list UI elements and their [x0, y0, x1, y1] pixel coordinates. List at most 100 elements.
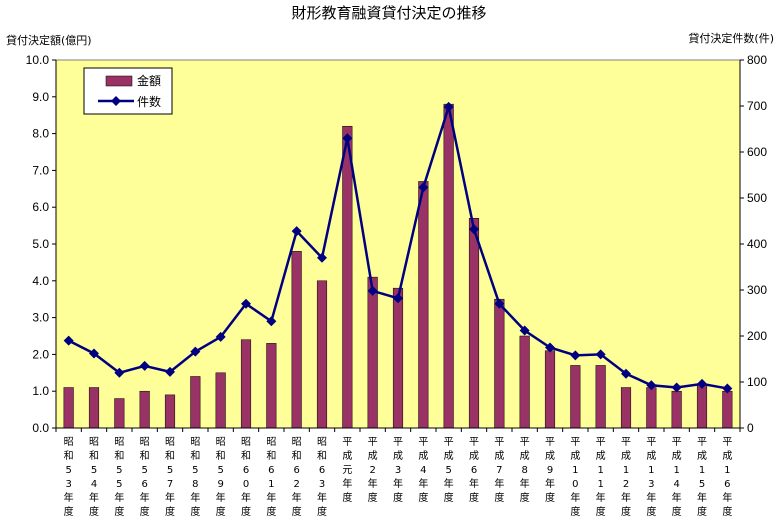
y-left-tick-label: 10.0 — [26, 53, 50, 67]
x-tick-label: 年 — [292, 491, 302, 504]
bar-amount — [671, 390, 682, 429]
x-tick-label: 年 — [444, 477, 454, 490]
bar-amount — [494, 298, 505, 429]
x-tick-label: 年 — [570, 491, 580, 504]
x-tick-label: 昭 — [140, 436, 150, 448]
x-tick-label: 度 — [418, 491, 428, 504]
x-tick-label: 成 — [368, 450, 378, 462]
bar-amount — [722, 390, 733, 429]
x-tick-label: 昭 — [89, 436, 99, 448]
x-tick-label: 度 — [545, 491, 555, 504]
bar-amount — [114, 398, 125, 429]
bar-amount — [342, 125, 353, 429]
y-left-tick-label: 6.0 — [32, 200, 49, 214]
x-tick-label: 成 — [469, 450, 479, 462]
bar-amount — [215, 372, 226, 429]
x-tick-label: 成 — [646, 450, 656, 462]
bar-amount — [418, 181, 429, 429]
y-left-tick-label: 8.0 — [32, 127, 49, 141]
x-tick-label: 度 — [89, 505, 99, 518]
legend-line-marker — [111, 96, 121, 106]
x-tick-label: 年 — [342, 477, 352, 490]
y-right-tick-label: 500 — [747, 191, 767, 205]
x-tick-label: 度 — [342, 491, 352, 504]
x-tick-label: 和 — [317, 450, 327, 462]
x-tick-label: 昭 — [317, 436, 327, 448]
y-axis-left-label: 貸付決定額(億円) — [6, 33, 92, 47]
x-tick-label: 平 — [444, 437, 454, 448]
x-tick-label: 0 — [572, 479, 578, 490]
x-tick-label: 昭 — [241, 436, 251, 448]
x-tick-label: 年 — [368, 477, 378, 490]
x-tick-label: 度 — [596, 505, 606, 518]
x-tick-label: 度 — [393, 491, 403, 504]
x-tick-label: 平 — [520, 437, 530, 448]
x-tick-label: 6 — [724, 479, 730, 490]
x-tick-label: 度 — [317, 505, 327, 518]
x-tick-label: 1 — [597, 479, 603, 490]
line-point — [63, 335, 74, 346]
x-tick-label: 平 — [368, 437, 378, 448]
y-left-tick-label: 5.0 — [32, 237, 49, 251]
line-point — [570, 350, 581, 361]
x-tick-label: 5 — [141, 465, 147, 476]
x-tick-label: 年 — [469, 477, 479, 490]
x-tick-label: 1 — [648, 465, 654, 476]
x-tick-label: 1 — [623, 465, 629, 476]
x-tick-label: 昭 — [114, 436, 124, 448]
x-tick-label: 9 — [217, 479, 223, 490]
bar-amount — [595, 365, 606, 429]
x-tick-label: 平 — [545, 437, 555, 448]
x-tick-label: 和 — [190, 450, 200, 462]
x-tick-label: 1 — [699, 465, 705, 476]
x-tick-label: 2 — [293, 479, 299, 490]
x-tick-label: 平 — [672, 437, 682, 448]
x-tick-label: 1 — [572, 465, 578, 476]
chart-title: 財形教育融資貸付決定の推移 — [291, 4, 486, 22]
x-tick-label: 和 — [140, 450, 150, 462]
x-tick-label: 9 — [547, 465, 553, 476]
x-tick-label: 成 — [596, 450, 606, 462]
x-tick-label: 5 — [116, 479, 122, 490]
x-tick-label: 5 — [217, 465, 223, 476]
x-tick-label: 3 — [65, 479, 71, 490]
y-right-tick-label: 600 — [747, 145, 767, 159]
x-tick-label: 成 — [672, 450, 682, 462]
x-tick-label: 年 — [621, 491, 631, 504]
bar-amount — [266, 343, 277, 429]
x-tick-label: 2 — [369, 465, 375, 476]
x-tick-label: 成 — [418, 450, 428, 462]
x-tick-label: 成 — [444, 450, 454, 462]
x-tick-label: 成 — [697, 450, 707, 462]
x-tick-label: 平 — [418, 437, 428, 448]
line-point — [545, 342, 555, 353]
bar-amount — [316, 280, 328, 429]
x-tick-label: 和 — [114, 450, 124, 462]
x-tick-label: 和 — [64, 450, 74, 462]
line-point — [697, 378, 707, 389]
x-tick-label: 年 — [64, 491, 74, 504]
x-tick-label: 4 — [91, 479, 97, 490]
x-tick-label: 年 — [393, 477, 403, 490]
x-tick-label: 平 — [621, 437, 631, 448]
y-right-tick-label: 300 — [747, 283, 767, 297]
x-tick-label: 7 — [167, 479, 173, 490]
x-tick-label: 度 — [444, 491, 454, 504]
x-tick-label: 5 — [91, 465, 97, 476]
bar-amount — [88, 387, 100, 429]
x-tick-label: 平 — [596, 437, 606, 448]
x-tick-label: 年 — [190, 491, 200, 504]
x-tick-label: 6 — [268, 465, 274, 476]
x-tick-label: 5 — [116, 465, 122, 476]
y-right-tick-label: 800 — [747, 53, 767, 67]
legend-label-count: 件数 — [137, 94, 161, 109]
line-point — [418, 182, 429, 193]
x-tick-label: 1 — [597, 465, 603, 476]
bar-amount — [392, 287, 404, 429]
x-tick-label: 5 — [65, 465, 71, 476]
x-tick-label: 7 — [496, 465, 502, 476]
x-tick-label: 年 — [216, 491, 226, 504]
x-tick-label: 1 — [724, 465, 730, 476]
x-tick-label: 平 — [469, 437, 479, 448]
